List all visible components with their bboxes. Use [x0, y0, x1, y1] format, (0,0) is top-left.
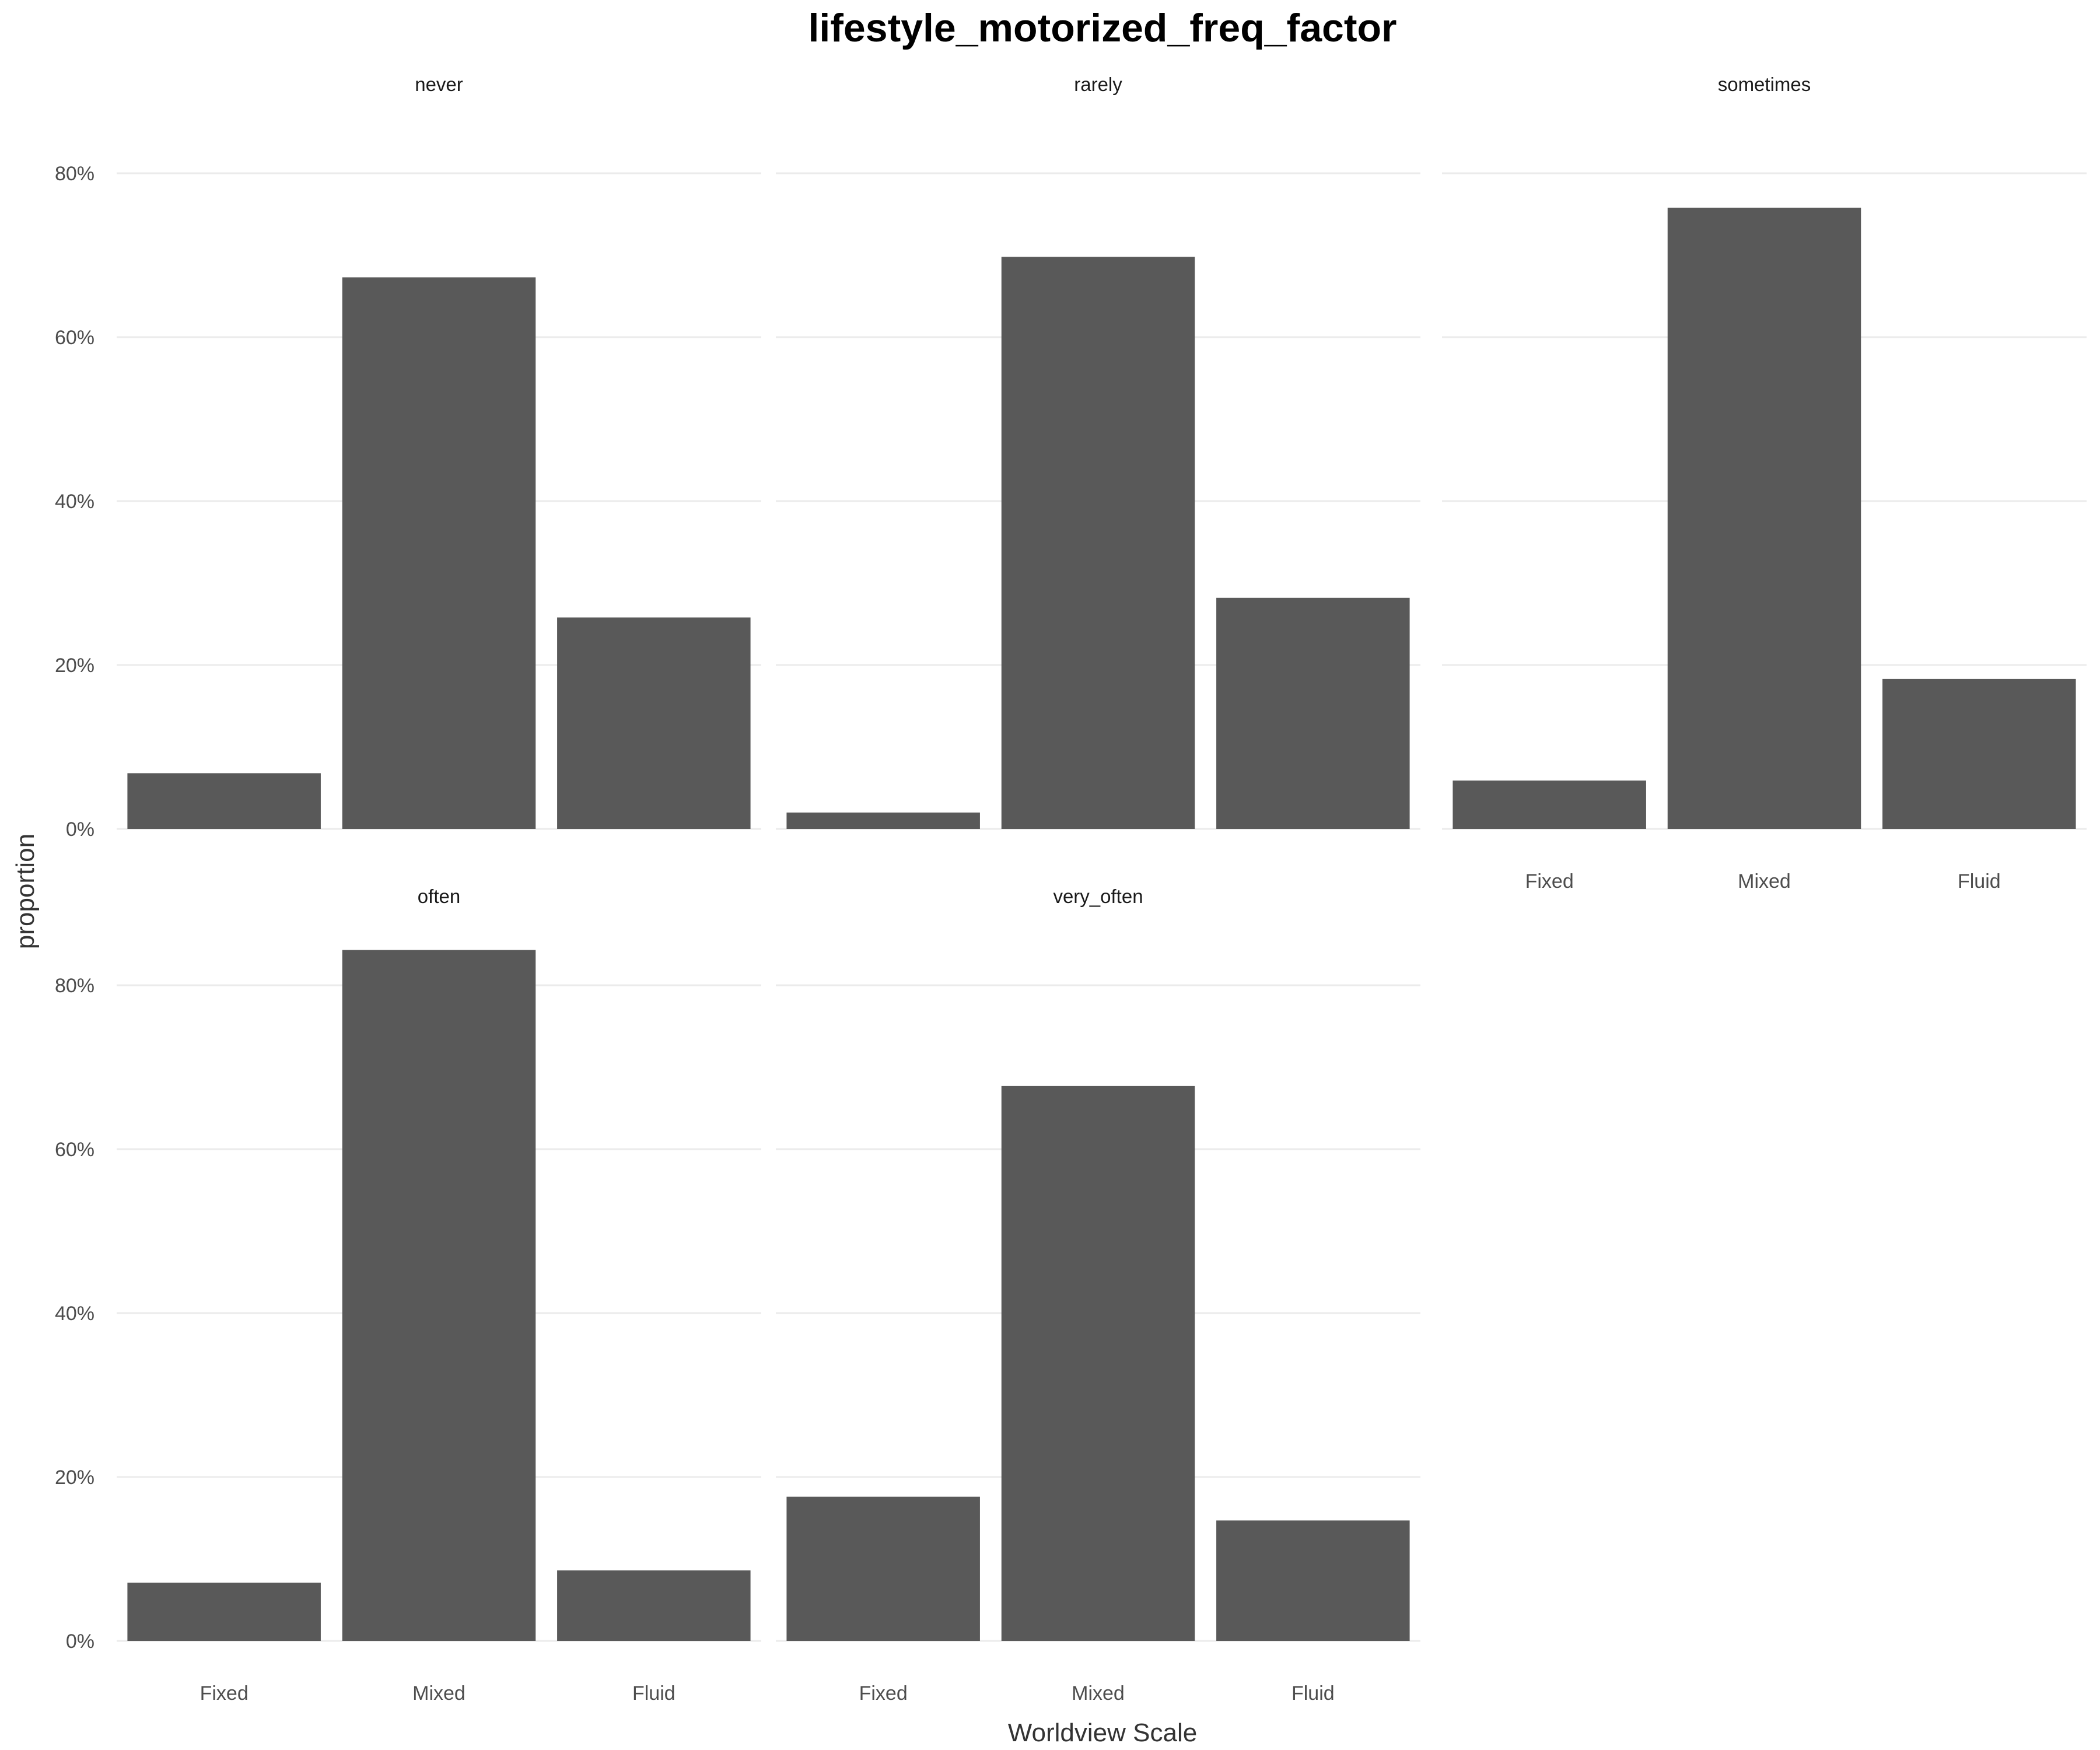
x-tick-label: Mixed — [412, 1682, 466, 1704]
x-tick-label: Mixed — [1072, 1682, 1125, 1704]
bar-often-fluid — [557, 1570, 751, 1641]
y-tick-label: 40% — [55, 491, 94, 513]
x-tick-label: Fluid — [1292, 1682, 1335, 1704]
bar-never-fixed — [127, 773, 321, 829]
bar-often-fixed — [127, 1583, 321, 1641]
y-tick-label: 60% — [55, 1139, 94, 1161]
facet-strip-label: sometimes — [1718, 74, 1811, 95]
facet-strip-label: rarely — [1074, 74, 1122, 95]
bar-sometimes-mixed — [1667, 208, 1861, 829]
x-tick-label: Fluid — [1958, 870, 2001, 892]
x-tick-label: Mixed — [1738, 870, 1791, 892]
x-tick-label: Fixed — [200, 1682, 249, 1704]
x-tick-label: Fixed — [859, 1682, 908, 1704]
y-tick-label: 40% — [55, 1303, 94, 1325]
bar-never-mixed — [342, 277, 536, 829]
y-tick-label: 20% — [55, 654, 94, 677]
y-tick-label: 0% — [66, 818, 94, 841]
y-tick-label: 0% — [66, 1630, 94, 1653]
facet-strip-label: very_often — [1053, 886, 1143, 907]
y-tick-label: 60% — [55, 327, 94, 349]
bar-rarely-fixed — [786, 812, 980, 829]
x-tick-label: Fluid — [632, 1682, 676, 1704]
bar-sometimes-fluid — [1882, 678, 2076, 829]
y-axis-title: proportion — [11, 834, 40, 949]
x-axis-title: Worldview Scale — [1008, 1718, 1197, 1747]
bar-never-fluid — [557, 617, 751, 829]
bar-rarely-fluid — [1216, 597, 1410, 829]
y-tick-label: 20% — [55, 1466, 94, 1489]
x-tick-label: Fixed — [1525, 870, 1574, 892]
bar-very_often-fixed — [786, 1496, 980, 1641]
bar-often-mixed — [342, 950, 536, 1641]
bar-sometimes-fixed — [1452, 780, 1646, 829]
y-tick-label: 80% — [55, 163, 94, 185]
bar-rarely-mixed — [1001, 257, 1195, 829]
facet-panels: never 0% 20% 40% 60% 80% rarely sometimes Fixed M… — [55, 74, 2087, 1704]
bar-very_often-fluid — [1216, 1520, 1410, 1641]
y-tick-label: 80% — [55, 975, 94, 997]
facet-strip-label: never — [415, 74, 463, 95]
chart-title: lifestyle_motorized_freq_factor — [808, 6, 1397, 50]
bar-very_often-mixed — [1001, 1086, 1195, 1641]
facet-strip-label: often — [418, 886, 460, 907]
